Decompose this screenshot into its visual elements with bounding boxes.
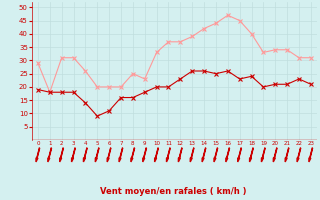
Text: Vent moyen/en rafales ( km/h ): Vent moyen/en rafales ( km/h ) bbox=[100, 187, 246, 196]
